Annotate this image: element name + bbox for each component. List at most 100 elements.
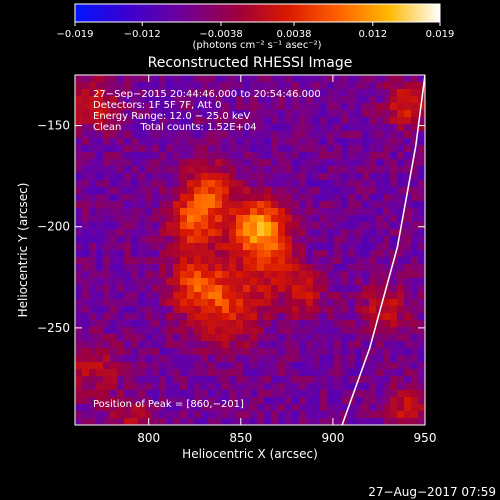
heatmap-cell [166, 278, 174, 286]
heatmap-cell [264, 271, 272, 279]
heatmap-cell [236, 257, 244, 265]
heatmap-cell [201, 292, 209, 300]
heatmap-cell [306, 131, 314, 139]
heatmap-cell [75, 96, 83, 104]
heatmap-cell [180, 376, 188, 384]
heatmap-cell [411, 96, 419, 104]
heatmap-cell [159, 334, 167, 342]
heatmap-cell [124, 418, 132, 425]
heatmap-cell [173, 243, 181, 251]
heatmap-cell [306, 369, 314, 377]
colorbar-tick-label: −0.019 [56, 29, 93, 40]
heatmap-cell [418, 131, 425, 139]
heatmap-cell [187, 418, 195, 425]
heatmap-cell [285, 131, 293, 139]
heatmap-cell [362, 236, 370, 244]
heatmap-cell [376, 110, 384, 118]
heatmap-cell [117, 194, 125, 202]
heatmap-cell [187, 362, 195, 370]
heatmap-cell [264, 236, 272, 244]
heatmap-cell [82, 278, 90, 286]
heatmap-cell [404, 145, 412, 153]
heatmap-cell [131, 348, 139, 356]
heatmap-cell [229, 390, 237, 398]
heatmap-cell [103, 166, 111, 174]
heatmap-cell [96, 250, 104, 258]
heatmap-cell [320, 264, 328, 272]
heatmap-cell [334, 152, 342, 160]
heatmap-cell [180, 159, 188, 167]
heatmap-cell [201, 180, 209, 188]
heatmap-cell [243, 327, 251, 335]
heatmap-cell [82, 82, 90, 90]
heatmap-cell [173, 117, 181, 125]
heatmap-cell [131, 110, 139, 118]
heatmap-cell [299, 285, 307, 293]
heatmap-cell [243, 306, 251, 314]
heatmap-cell [159, 166, 167, 174]
heatmap-cell [369, 96, 377, 104]
heatmap-cell [131, 124, 139, 132]
heatmap-cell [75, 334, 83, 342]
heatmap-cell [404, 117, 412, 125]
heatmap-cell [355, 313, 363, 321]
heatmap-cell [404, 397, 412, 405]
heatmap-cell [173, 250, 181, 258]
heatmap-cell [264, 390, 272, 398]
heatmap-cell [327, 138, 335, 146]
heatmap-cell [159, 299, 167, 307]
heatmap-cell [383, 306, 391, 314]
heatmap-cell [306, 390, 314, 398]
heatmap-cell [299, 75, 307, 83]
heatmap-cell [117, 201, 125, 209]
heatmap-cell [208, 117, 216, 125]
heatmap-cell [145, 131, 153, 139]
heatmap-cell [243, 313, 251, 321]
heatmap-cell [362, 89, 370, 97]
heatmap-cell [327, 257, 335, 265]
heatmap-cell [285, 341, 293, 349]
heatmap-cell [278, 264, 286, 272]
heatmap-cell [250, 89, 258, 97]
heatmap-cell [82, 334, 90, 342]
heatmap-cell [159, 404, 167, 412]
heatmap-cell [124, 152, 132, 160]
heatmap-cell [222, 292, 230, 300]
heatmap-cell [236, 369, 244, 377]
heatmap-cell [292, 341, 300, 349]
heatmap-cell [306, 383, 314, 391]
heatmap-cell [82, 201, 90, 209]
heatmap-cell [397, 327, 405, 335]
heatmap-cell [264, 264, 272, 272]
heatmap-cell [110, 285, 118, 293]
heatmap-cell [299, 215, 307, 223]
heatmap-cell [334, 264, 342, 272]
heatmap-cell [355, 103, 363, 111]
heatmap-cell [257, 187, 265, 195]
heatmap-cell [208, 110, 216, 118]
heatmap-cell [278, 208, 286, 216]
heatmap-cell [173, 285, 181, 293]
heatmap-cell [215, 131, 223, 139]
heatmap-cell [306, 208, 314, 216]
heatmap-cell [383, 103, 391, 111]
heatmap-cell [243, 145, 251, 153]
heatmap-cell [89, 404, 97, 412]
heatmap-cell [187, 369, 195, 377]
heatmap-cell [159, 243, 167, 251]
heatmap-cell [89, 215, 97, 223]
heatmap-cell [362, 124, 370, 132]
heatmap-cell [411, 299, 419, 307]
heatmap-cell [145, 180, 153, 188]
heatmap-cell [215, 278, 223, 286]
heatmap-cell [82, 355, 90, 363]
heatmap-cell [404, 201, 412, 209]
heatmap-cell [250, 362, 258, 370]
heatmap-cell [341, 236, 349, 244]
heatmap-cell [236, 327, 244, 335]
heatmap-cell [110, 306, 118, 314]
heatmap-cell [292, 159, 300, 167]
heatmap-cell [229, 348, 237, 356]
heatmap-cell [348, 194, 356, 202]
heatmap-cell [278, 159, 286, 167]
